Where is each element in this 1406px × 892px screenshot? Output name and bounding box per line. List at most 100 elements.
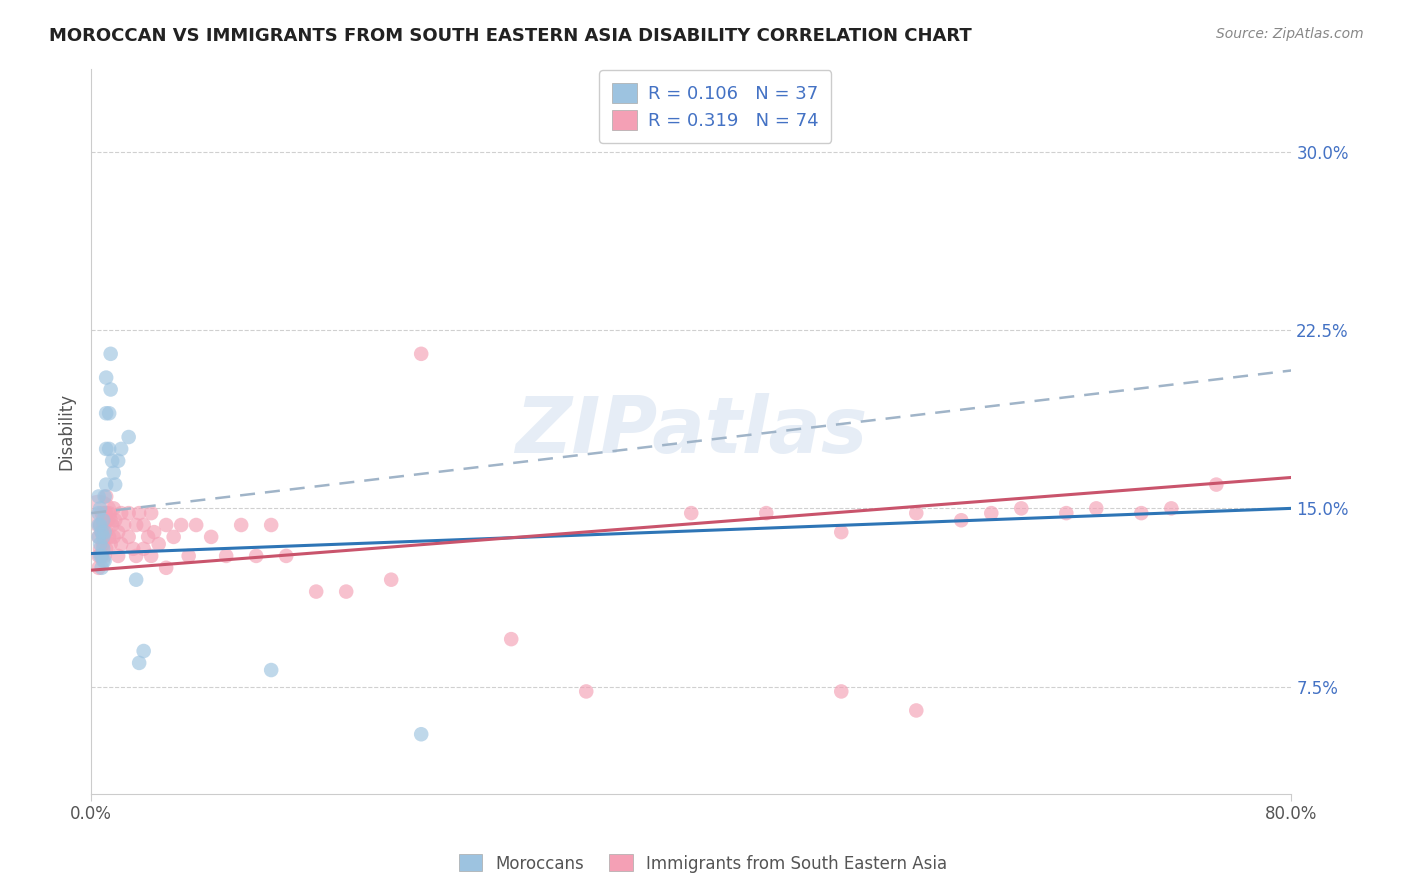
Point [132,644,155,658]
Point [136,530,159,544]
Point [98,406,121,420]
Point [118,530,141,544]
Point [501,632,523,647]
Point [91,518,114,533]
Point [103,466,125,480]
Point [89,541,111,556]
Point [110,537,132,551]
Point [335,584,357,599]
Point [90,525,112,540]
Point [141,549,163,563]
Point [91,537,114,551]
Point [122,541,145,556]
Point [141,506,163,520]
Point [90,506,112,520]
Point [90,525,112,540]
Point [89,518,111,533]
Point [128,506,150,520]
Point [91,513,114,527]
Point [90,561,112,575]
Point [93,490,115,504]
Point [93,554,115,568]
Point [103,530,125,544]
Point [101,454,124,468]
Y-axis label: Disability: Disability [58,392,75,470]
Point [177,549,200,563]
Legend: R = 0.106   N = 37, R = 0.319   N = 74: R = 0.106 N = 37, R = 0.319 N = 74 [599,70,831,143]
Point [215,549,238,563]
Point [276,549,298,563]
Point [90,549,112,563]
Text: Source: ZipAtlas.com: Source: ZipAtlas.com [1216,27,1364,41]
Point [950,513,973,527]
Point [93,506,115,520]
Point [87,530,110,544]
Point [100,383,122,397]
Point [1160,501,1182,516]
Point [90,549,112,563]
Point [101,518,124,533]
Text: MOROCCAN VS IMMIGRANTS FROM SOUTH EASTERN ASIA DISABILITY CORRELATION CHART: MOROCCAN VS IMMIGRANTS FROM SOUTH EASTER… [49,27,972,45]
Point [87,506,110,520]
Point [110,442,132,456]
Point [830,684,852,698]
Point [118,506,141,520]
Point [305,584,328,599]
Point [107,549,129,563]
Point [87,490,110,504]
Point [575,684,598,698]
Text: ZIPatlas: ZIPatlas [515,393,868,469]
Point [96,477,118,491]
Point [980,506,1002,520]
Legend: Moroccans, Immigrants from South Eastern Asia: Moroccans, Immigrants from South Eastern… [453,847,953,880]
Point [107,525,129,540]
Point [128,656,150,670]
Point [132,541,155,556]
Point [89,501,111,516]
Point [118,430,141,444]
Point [96,442,118,456]
Point [98,530,121,544]
Point [96,370,118,384]
Point [87,530,110,544]
Point [104,477,127,491]
Point [96,506,118,520]
Point [96,406,118,420]
Point [411,727,433,741]
Point [148,537,170,551]
Point [100,347,122,361]
Point [260,518,283,533]
Point [89,518,111,533]
Point [1010,501,1032,516]
Point [93,549,115,563]
Point [755,506,778,520]
Point [98,506,121,520]
Point [1130,506,1153,520]
Point [103,501,125,516]
Point [132,518,155,533]
Point [93,525,115,540]
Point [112,518,135,533]
Point [905,506,928,520]
Point [155,518,177,533]
Point [98,442,121,456]
Point [87,518,110,533]
Point [91,554,114,568]
Point [1205,477,1227,491]
Point [1054,506,1077,520]
Point [186,518,208,533]
Point [89,537,111,551]
Point [87,561,110,575]
Point [905,703,928,717]
Point [411,347,433,361]
Point [91,530,114,544]
Point [155,561,177,575]
Point [100,513,122,527]
Point [830,525,852,540]
Point [231,518,253,533]
Point [107,454,129,468]
Point [125,518,148,533]
Point [170,518,193,533]
Point [100,537,122,551]
Point [125,549,148,563]
